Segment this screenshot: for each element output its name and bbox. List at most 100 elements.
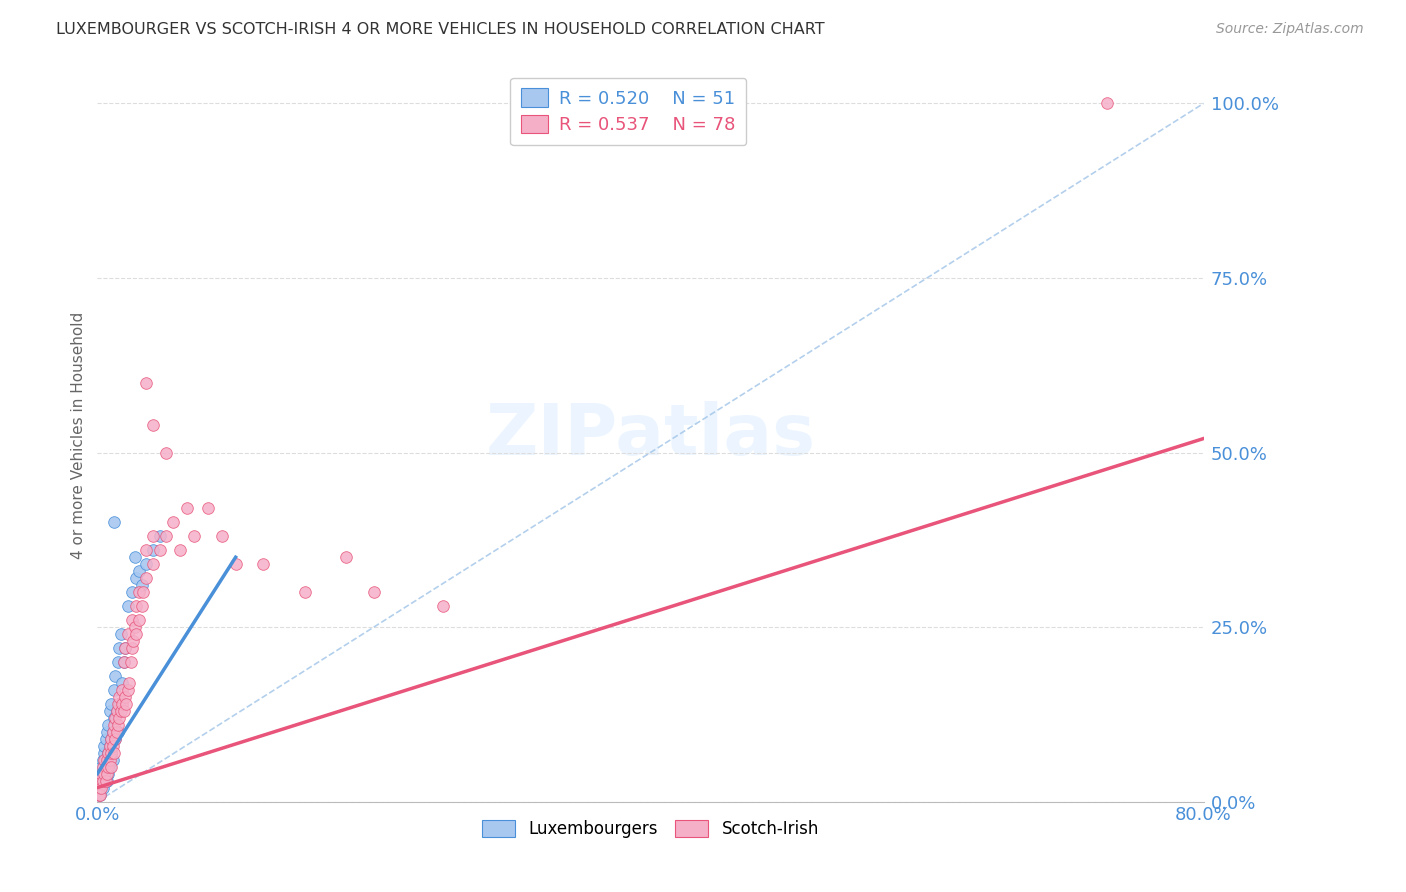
Point	[142, 543, 165, 558]
Point	[135, 558, 157, 572]
Point	[104, 669, 127, 683]
Point	[135, 571, 157, 585]
Point	[94, 759, 117, 773]
Point	[125, 599, 148, 613]
Point	[98, 704, 121, 718]
Point	[100, 731, 122, 746]
Point	[96, 753, 118, 767]
Point	[225, 558, 247, 572]
Point	[90, 773, 112, 788]
Point	[135, 376, 157, 390]
Point	[128, 585, 150, 599]
Point	[114, 640, 136, 655]
Point	[101, 724, 124, 739]
Point	[100, 731, 122, 746]
Point	[142, 529, 165, 543]
Point	[96, 773, 118, 788]
Point	[103, 746, 125, 760]
Point	[142, 558, 165, 572]
Point	[101, 724, 124, 739]
Text: ZIPatlas: ZIPatlas	[485, 401, 815, 469]
Point	[90, 766, 112, 780]
Point	[131, 578, 153, 592]
Point	[93, 753, 115, 767]
Point	[118, 676, 141, 690]
Point	[132, 585, 155, 599]
Point	[104, 731, 127, 746]
Point	[124, 550, 146, 565]
Point	[183, 529, 205, 543]
Point	[107, 655, 129, 669]
Point	[89, 788, 111, 802]
Point	[107, 724, 129, 739]
Point	[211, 529, 233, 543]
Point	[121, 585, 143, 599]
Point	[107, 697, 129, 711]
Point	[363, 585, 385, 599]
Point	[97, 759, 120, 773]
Point	[125, 571, 148, 585]
Point	[87, 766, 110, 780]
Point	[89, 788, 111, 802]
Point	[100, 697, 122, 711]
Point	[114, 690, 136, 704]
Point	[100, 746, 122, 760]
Point	[110, 627, 132, 641]
Point	[100, 746, 122, 760]
Point	[98, 739, 121, 753]
Point	[93, 766, 115, 780]
Point	[97, 746, 120, 760]
Point	[131, 599, 153, 613]
Point	[94, 731, 117, 746]
Point	[103, 516, 125, 530]
Point	[121, 613, 143, 627]
Point	[162, 516, 184, 530]
Point	[96, 724, 118, 739]
Point	[91, 773, 114, 788]
Point	[117, 627, 139, 641]
Point	[101, 753, 124, 767]
Point	[335, 550, 357, 565]
Point	[104, 731, 127, 746]
Point	[108, 640, 131, 655]
Point	[148, 543, 170, 558]
Point	[105, 724, 128, 739]
Point	[169, 543, 191, 558]
Point	[89, 773, 111, 788]
Point	[87, 780, 110, 795]
Point	[115, 697, 138, 711]
Point	[93, 739, 115, 753]
Point	[100, 759, 122, 773]
Point	[90, 759, 112, 773]
Point	[97, 766, 120, 780]
Point	[252, 558, 274, 572]
Point	[103, 718, 125, 732]
Point	[91, 753, 114, 767]
Point	[112, 655, 135, 669]
Point	[121, 640, 143, 655]
Point	[120, 655, 142, 669]
Point	[108, 690, 131, 704]
Point	[142, 417, 165, 432]
Point	[197, 501, 219, 516]
Point	[89, 773, 111, 788]
Point	[111, 682, 134, 697]
Point	[94, 773, 117, 788]
Point	[125, 627, 148, 641]
Point	[98, 759, 121, 773]
Point	[148, 529, 170, 543]
Point	[101, 739, 124, 753]
Point	[93, 766, 115, 780]
Point	[128, 564, 150, 578]
Text: LUXEMBOURGER VS SCOTCH-IRISH 4 OR MORE VEHICLES IN HOUSEHOLD CORRELATION CHART: LUXEMBOURGER VS SCOTCH-IRISH 4 OR MORE V…	[56, 22, 825, 37]
Point	[97, 746, 120, 760]
Point	[155, 529, 177, 543]
Point	[94, 759, 117, 773]
Point	[128, 613, 150, 627]
Point	[112, 704, 135, 718]
Point	[103, 711, 125, 725]
Point	[122, 634, 145, 648]
Point	[94, 801, 117, 815]
Point	[90, 780, 112, 795]
Point	[117, 599, 139, 613]
